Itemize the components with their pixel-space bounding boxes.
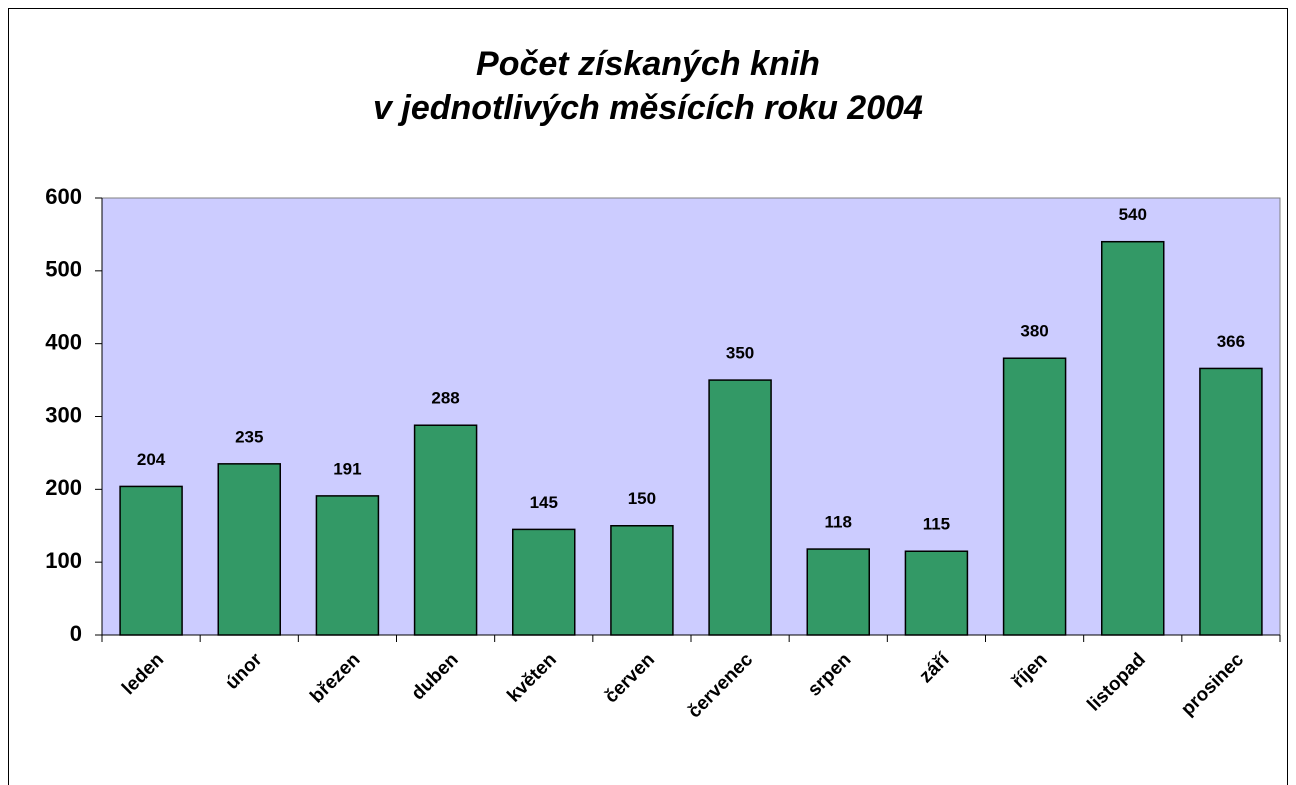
y-tick-label: 600 [45,184,82,209]
data-label: 191 [333,459,361,478]
bar [119,485,183,636]
data-label: 118 [825,513,852,532]
y-tick-label: 200 [45,475,82,500]
data-label: 380 [1020,322,1048,341]
y-tick-label: 300 [45,402,82,427]
data-label: 115 [923,515,950,534]
bar [806,548,870,636]
bar [1101,240,1165,636]
y-tick-label: 400 [45,329,82,354]
y-tick-label: 500 [45,257,82,282]
bar [904,550,969,636]
data-label: 350 [726,344,754,363]
bar [610,525,674,636]
y-tick-label: 100 [45,548,82,573]
bar [708,379,772,636]
chart-title: v jednotlivých měsících roku 2004 [373,89,923,127]
bar [1199,367,1263,636]
plot-area [101,197,1281,636]
y-tick-label: 0 [70,621,82,646]
data-label: 366 [1217,332,1245,351]
data-label: 540 [1119,205,1147,224]
data-label: 235 [235,427,263,446]
bar [315,495,380,636]
bar [413,424,478,636]
bar [512,528,576,636]
data-label: 288 [431,389,459,408]
data-label: 145 [530,493,558,512]
data-label: 150 [628,489,656,508]
bar [1002,357,1067,636]
bar [217,463,281,636]
chart-title: Počet získaných knih [476,45,820,83]
data-label: 204 [137,450,166,469]
